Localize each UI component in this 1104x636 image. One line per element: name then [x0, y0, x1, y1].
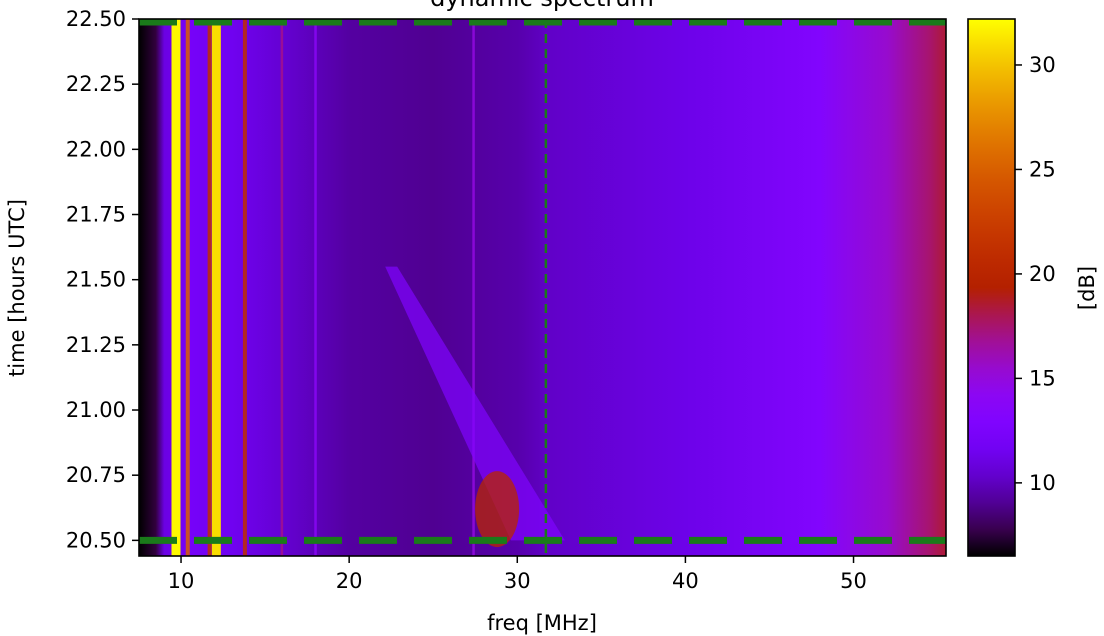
colorbar-tick-label: 10 [1029, 471, 1056, 495]
bright-line-1 [185, 19, 190, 556]
y-tick-label: 22.25 [66, 72, 126, 96]
y-axis-label: time [hours UTC] [5, 199, 29, 377]
bright-line-4 [242, 19, 247, 556]
x-tick-label: 50 [840, 569, 867, 593]
burst-feature [385, 266, 565, 548]
colorbar-ticks: 10 15 20 25 30 [1015, 53, 1056, 495]
colorbar-label: [dB] [1075, 266, 1099, 310]
colorbar-frame [967, 18, 1016, 557]
y-axis: 20.50 20.75 21.00 21.25 21.50 21.75 22.00 22.25… [66, 7, 139, 552]
colorbar-tick-label: 25 [1029, 157, 1056, 181]
bright-line-5 [280, 19, 284, 556]
x-tick-label: 10 [168, 569, 195, 593]
plot-frame [138, 18, 947, 557]
y-tick-label: 21.25 [66, 333, 126, 357]
colorbar: 10 15 20 25 30 [dB] [967, 18, 1099, 557]
y-tick-label: 22.00 [66, 137, 126, 161]
colorbar-tick-label: 20 [1029, 262, 1056, 286]
burst-band [385, 266, 565, 541]
bright-line-6 [314, 19, 317, 556]
bright-line-3 [207, 19, 212, 556]
y-tick-label: 22.50 [66, 7, 126, 31]
bright-line-0 [171, 19, 181, 556]
dashed-overlay-lines [139, 19, 946, 556]
x-axis: 10 20 30 40 50 [168, 556, 867, 593]
burst-peak [475, 471, 520, 548]
y-tick-label: 21.75 [66, 203, 126, 227]
heatmap-plot-area [139, 19, 946, 556]
x-tick-label: 40 [672, 569, 699, 593]
bright-line-7 [472, 19, 475, 556]
y-tick-label: 20.75 [66, 463, 126, 487]
y-tick-label: 20.50 [66, 528, 126, 552]
y-tick-label: 21.00 [66, 398, 126, 422]
spectrum-background [139, 19, 946, 556]
bright-frequency-lines [171, 19, 475, 556]
y-tick-label: 21.50 [66, 268, 126, 292]
x-tick-label: 20 [336, 569, 363, 593]
colorbar-tick-label: 30 [1029, 53, 1056, 77]
x-axis-label: freq [MHz] [487, 611, 597, 635]
x-tick-label: 30 [504, 569, 531, 593]
colorbar-tick-label: 15 [1029, 366, 1056, 390]
colorbar-gradient-bar [968, 19, 1015, 556]
bright-line-2 [211, 19, 221, 556]
chart-title: dynamic spectrum [430, 0, 654, 12]
